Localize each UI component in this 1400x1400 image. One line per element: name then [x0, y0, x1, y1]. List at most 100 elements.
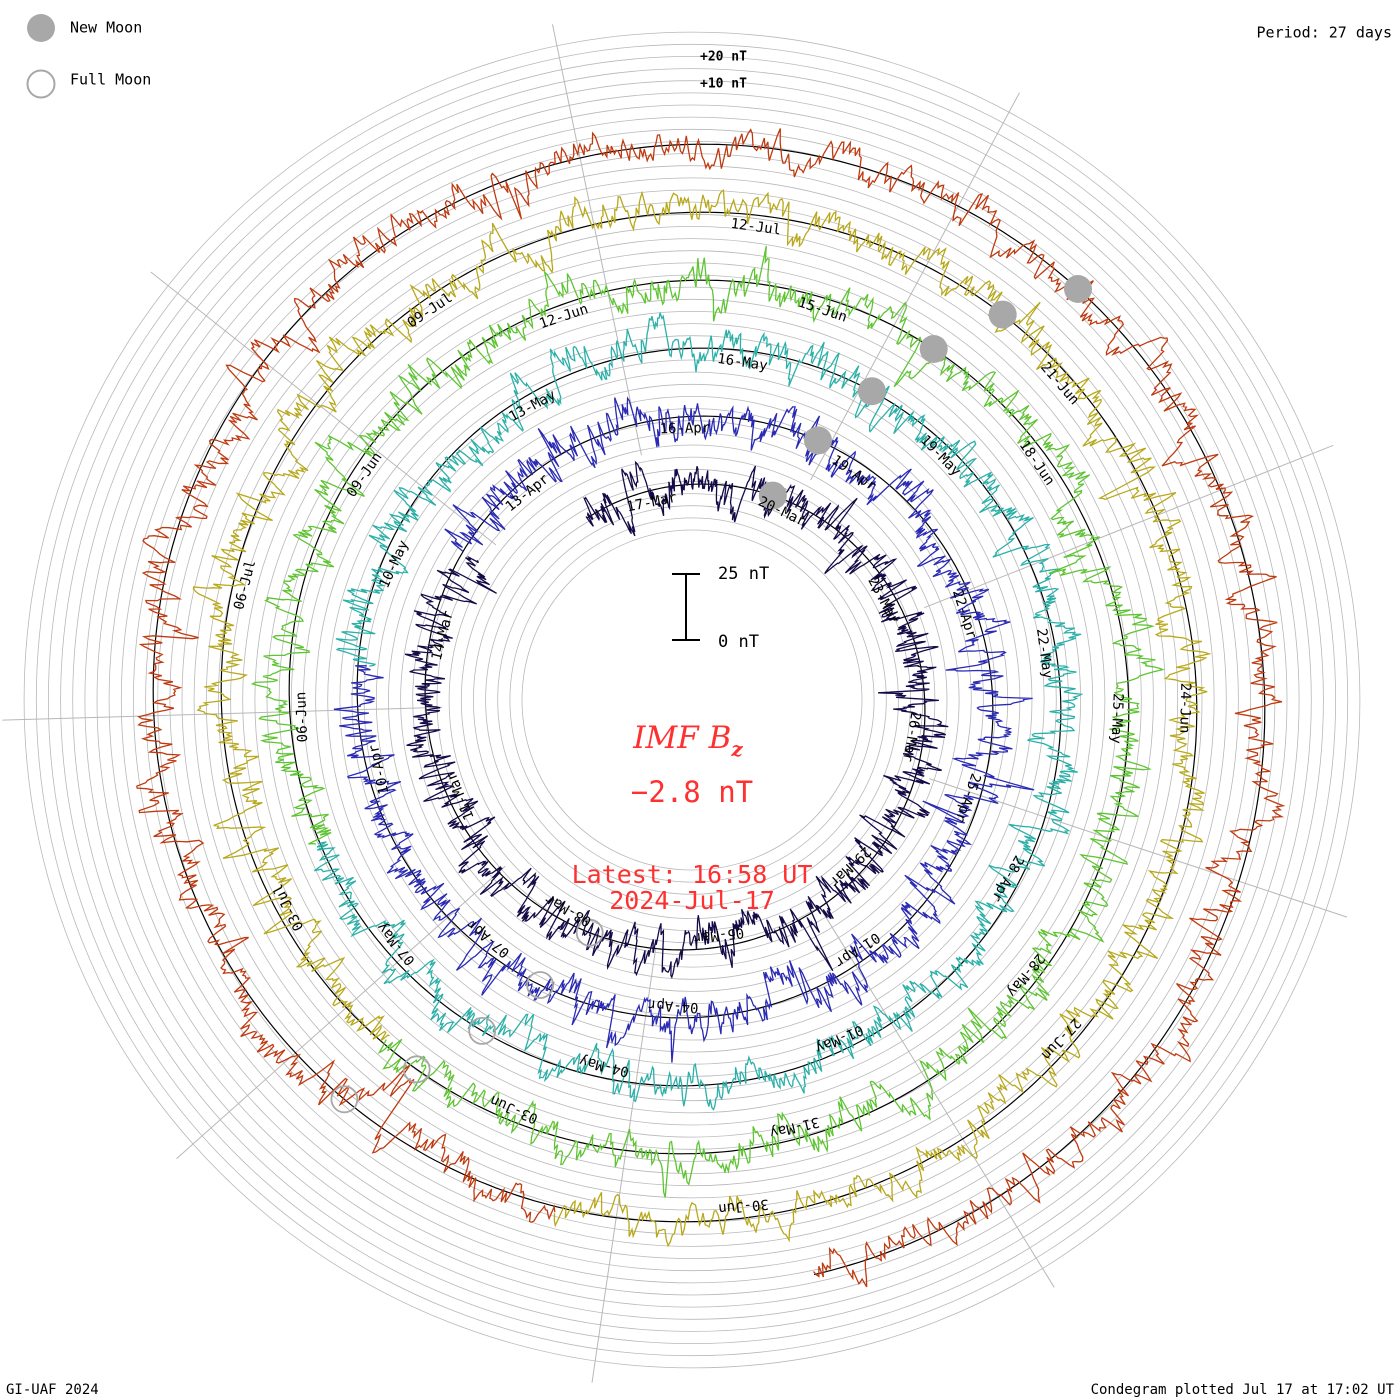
- parameter-title-subscript: z: [730, 737, 743, 761]
- scale-bar-top-label: 25 nT: [718, 564, 769, 584]
- date-label: 25-Apr: [952, 771, 984, 824]
- grid-ring: [387, 395, 997, 1005]
- date-label: 24-Jun: [1176, 683, 1193, 734]
- full-moon-legend-icon: [26, 69, 56, 99]
- grid-ring: [375, 383, 1009, 1017]
- date-label: 05-Mar: [693, 924, 745, 946]
- grid-ring: [120, 128, 1264, 1272]
- date-label: 26-Mar: [899, 710, 923, 763]
- date-label-layer: 17-Mar 20-Mar23-Mar26-Mar29-Mar05-Mar08-M…: [231, 216, 1193, 1217]
- series-layer: [136, 128, 1286, 1288]
- full-moon-marker: [330, 1085, 359, 1114]
- ring-label-plus10: +10 nT: [700, 77, 747, 92]
- scale-bar-bottom-label: 0 nT: [718, 632, 759, 652]
- credit-label: GI-UAF 2024: [6, 1382, 99, 1398]
- date-label: 10-Apr: [366, 743, 393, 796]
- date-label: 22-May: [1033, 627, 1055, 679]
- date-label: 17-Mar: [625, 490, 678, 516]
- new-moon-marker: [919, 335, 948, 363]
- new-moon-marker: [988, 300, 1017, 329]
- date-label: 01-May: [813, 1021, 866, 1056]
- series-trace-5: [192, 189, 1212, 1248]
- series-trace-3: [313, 312, 1084, 1111]
- grid-ring: [35, 43, 1349, 1357]
- grid-ring: [72, 80, 1312, 1320]
- grid-ring: [60, 68, 1324, 1332]
- day-spoke: [822, 912, 1055, 1288]
- new-moon-marker: [804, 426, 832, 455]
- period-label: Period: 27 days: [1257, 24, 1392, 42]
- day-spoke: [552, 24, 642, 456]
- new-moon-marker: [1064, 275, 1092, 303]
- scale-bar: 25 nT 0 nT: [672, 564, 769, 652]
- spoke-layer: [2, 24, 1348, 1383]
- grid-ring: [351, 359, 1033, 1041]
- grid-ring: [278, 286, 1106, 1114]
- series-trace-4: [250, 245, 1165, 1198]
- series-trace-6: [136, 128, 1286, 1288]
- date-label: 06-Jul: [231, 559, 259, 612]
- day-spoke: [810, 92, 1020, 481]
- grid-ring: [48, 56, 1336, 1344]
- grid-ring: [485, 493, 899, 907]
- new-moon-marker: [857, 377, 886, 406]
- grid-ring: [145, 153, 1239, 1247]
- grid-ring: [436, 444, 948, 956]
- grid-ring: [205, 213, 1179, 1187]
- grid-ring: [96, 104, 1288, 1296]
- latest-time: Latest: 16:58 UT: [572, 860, 813, 889]
- day-spoke: [929, 778, 1348, 918]
- new-moon-legend-label: New Moon: [70, 19, 142, 37]
- new-moon-legend-icon: [27, 14, 55, 42]
- full-moon-marker: [526, 971, 554, 999]
- grid-ring: [521, 529, 863, 871]
- grid-ring: [497, 505, 887, 895]
- series-trace-2: [333, 396, 1035, 1063]
- day-spoke: [591, 947, 657, 1383]
- new-moon-marker: [758, 481, 787, 510]
- grid-layer: [23, 31, 1361, 1369]
- full-moon-legend-label: Full Moon: [70, 71, 151, 89]
- date-label: 12-Jul: [730, 216, 782, 239]
- date-label: 06-Jun: [293, 691, 311, 742]
- ring-label-plus20: +20 nT: [700, 50, 747, 65]
- grid-ring: [327, 335, 1057, 1065]
- full-moon-marker: [468, 1017, 497, 1045]
- grid-ring: [133, 141, 1251, 1259]
- grid-ring: [472, 480, 912, 920]
- date-label: 22-Apr: [949, 588, 979, 641]
- grid-ring: [400, 408, 984, 992]
- parameter-title-main: IMF B: [632, 720, 731, 756]
- grid-ring: [363, 371, 1021, 1029]
- grid-ring: [290, 298, 1094, 1102]
- date-label: 30-Jun: [718, 1195, 770, 1216]
- grid-ring: [181, 189, 1203, 1211]
- grid-ring: [23, 31, 1361, 1369]
- date-label: 16-Apr: [659, 420, 710, 437]
- full-moon-marker: [575, 918, 604, 947]
- grid-ring: [169, 177, 1215, 1223]
- series-trace-1: [404, 460, 949, 979]
- grid-ring: [302, 310, 1082, 1090]
- grid-ring: [509, 517, 875, 883]
- grid-ring: [193, 201, 1191, 1199]
- grid-ring: [84, 92, 1300, 1308]
- day-spoke: [924, 444, 1334, 609]
- full-moon-marker: [402, 1055, 431, 1084]
- grid-ring: [157, 165, 1227, 1235]
- day-spoke: [176, 865, 506, 1160]
- day-spoke: [150, 271, 497, 546]
- grid-ring: [242, 250, 1142, 1150]
- moon-layer: [330, 275, 1092, 1114]
- date-label: 16-May: [716, 351, 768, 374]
- date-label: 04-Apr: [648, 996, 699, 1015]
- plotted-label: Condegram plotted Jul 17 at 17:02 UT: [1091, 1382, 1395, 1398]
- current-value: −2.8 nT: [631, 775, 753, 809]
- date-label: 25-May: [1108, 693, 1126, 744]
- date-label: 04-May: [578, 1052, 631, 1079]
- grid-ring: [108, 116, 1276, 1284]
- latest-date: 2024-Jul-17: [609, 886, 775, 915]
- grid-ring: [460, 468, 924, 932]
- grid-ring: [230, 238, 1154, 1162]
